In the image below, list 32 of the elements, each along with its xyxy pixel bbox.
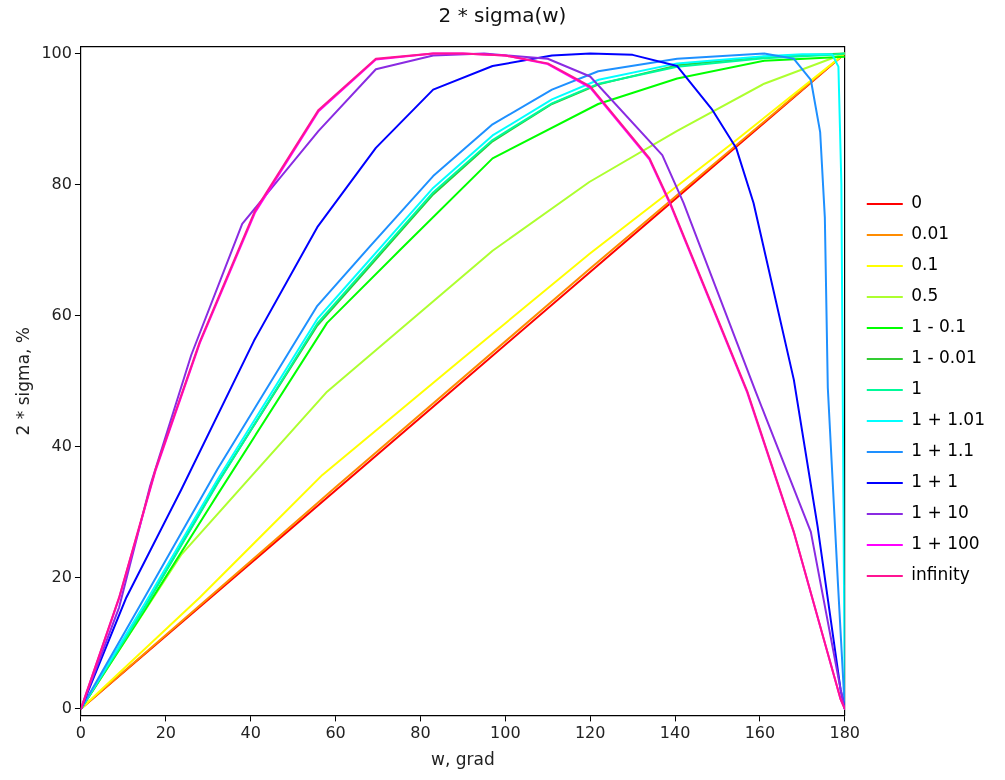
- x-tick-label: 140: [659, 723, 691, 743]
- legend-label: 0.5: [911, 285, 939, 306]
- legend-label: 1: [911, 378, 923, 399]
- legend-label: 0: [911, 192, 923, 213]
- x-axis-title: w, grad: [431, 749, 495, 770]
- x-tick-label: 180: [829, 723, 861, 743]
- y-axis-title: 2 * sigma, %: [12, 326, 33, 436]
- x-tick-label: 60: [325, 723, 346, 743]
- legend-label: 1 - 0.1: [911, 316, 967, 337]
- legend-label: 0.01: [911, 223, 950, 244]
- x-tick-label: 40: [240, 723, 261, 743]
- y-tick-label: 60: [51, 304, 72, 324]
- chart-title: 2 * sigma(w): [438, 3, 567, 28]
- y-tick-label: 80: [51, 173, 72, 193]
- x-tick-label: 120: [574, 723, 606, 743]
- legend-label: 0.1: [911, 254, 939, 275]
- x-tick-label: 100: [490, 723, 521, 743]
- x-tick-label: 0: [75, 723, 87, 743]
- legend-label: 1 + 1.1: [911, 440, 975, 461]
- x-tick-label: 20: [155, 723, 176, 743]
- x-tick-label: 160: [744, 723, 776, 743]
- y-tick-label: 0: [61, 698, 72, 717]
- y-tick-label: 40: [51, 435, 72, 455]
- legend-label: 1 + 1.01: [911, 409, 986, 430]
- y-tick-label: 100: [41, 42, 72, 62]
- legend-label: 1 + 100: [911, 533, 980, 554]
- legend-label: 1 - 0.01: [911, 347, 977, 368]
- legend-label: infinity: [911, 564, 970, 585]
- x-tick-label: 80: [410, 723, 431, 743]
- y-tick-label: 20: [51, 566, 72, 586]
- legend-label: 1 + 10: [911, 502, 969, 523]
- legend-label: 1 + 1: [911, 471, 958, 492]
